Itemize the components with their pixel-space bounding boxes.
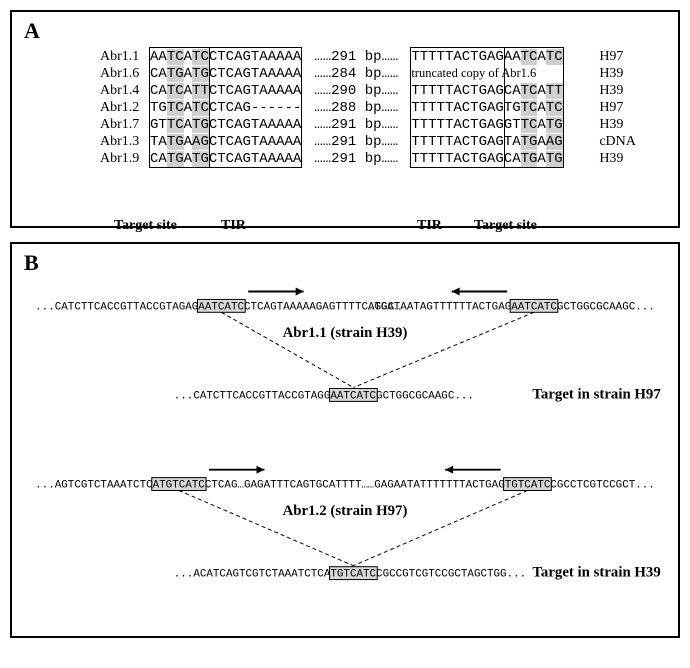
right-sequence: TTTTTACTGAGGTTCATG bbox=[411, 117, 581, 133]
row-strain: H39 bbox=[599, 66, 623, 82]
left-sequence: GTTCATGCTCAGTAAAAA bbox=[150, 117, 301, 133]
right-sequence: TTTTTACTGAGAATCATC bbox=[411, 49, 581, 65]
label-left-tir: TIR bbox=[221, 218, 246, 234]
left-sequence: AATCATCCTCAGTAAAAA bbox=[150, 49, 301, 65]
panel-a: A Abr1.1AATCATCCTCAGTAAAAA……291 bp……TTTT… bbox=[10, 10, 680, 228]
sequence-text: …TGATAATAGTTTTTTACTGAGAATCATCGCTGGCGCAAG… bbox=[368, 301, 655, 313]
row-strain: cDNA bbox=[599, 134, 636, 150]
insertion-link-line bbox=[179, 490, 354, 565]
row-strain: H97 bbox=[599, 100, 623, 116]
row-name: Abr1.9 bbox=[100, 151, 150, 167]
alignment-row: Abr1.2TGTCATCCTCAG------……288 bp……TTTTTA… bbox=[100, 99, 650, 116]
right-sequence: TTTTTACTGAGTGTCATC bbox=[411, 100, 581, 116]
left-sequence: CATCATTCTCAGTAAAAA bbox=[150, 83, 301, 99]
sequence-text: …GAGAATATTTTTTTACTGAGTGTCATCCGCCTCGTCCGC… bbox=[368, 480, 655, 492]
alignment-row: Abr1.9CATGATGCTCAGTAAAAA……291 bp……TTTTTA… bbox=[100, 150, 650, 167]
row-strain: H39 bbox=[599, 151, 623, 167]
label-left-target: Target site bbox=[114, 218, 177, 234]
alignment-row: Abr1.4CATCATTCTCAGTAAAAA……290 bp……TTTTTA… bbox=[100, 82, 650, 99]
sequence-text: ...AGTCGTCTAAATCTCATGTCATCCTCAG…GAGATTTC… bbox=[35, 480, 368, 492]
insertion-group: ...CATCTTCACCGTTACCGTAGAGAATCATCCTCAGTAA… bbox=[35, 288, 661, 403]
insertion-link-line bbox=[353, 490, 527, 565]
target-label: Target in strain H97 bbox=[532, 386, 661, 402]
sequence-text: ...CATCTTCACCGTTACCGTAGGAATCATCGCTGGCGCA… bbox=[174, 390, 474, 402]
gap-length: ……291 bp…… bbox=[301, 134, 411, 150]
row-name: Abr1.3 bbox=[100, 134, 150, 150]
insertion-group: ...AGTCGTCTAAATCTCATGTCATCCTCAG…GAGATTTC… bbox=[35, 466, 661, 581]
panel-b-svg-wrap: ...CATCTTCACCGTTACCGTAGAGAATCATCCTCAGTAA… bbox=[12, 244, 678, 636]
tir-arrow bbox=[248, 288, 303, 296]
gap-length: ……290 bp…… bbox=[301, 83, 411, 99]
sequence-text: ...CATCTTCACCGTTACCGTAGAGAATCATCCTCAGTAA… bbox=[35, 301, 400, 313]
tir-arrow bbox=[452, 288, 507, 296]
insertion-link-line bbox=[221, 312, 353, 387]
gap-length: ……291 bp…… bbox=[301, 117, 411, 133]
panel-a-label: A bbox=[24, 18, 40, 44]
element-label: Abr1.1 (strain H39) bbox=[283, 325, 408, 341]
row-name: Abr1.6 bbox=[100, 66, 150, 82]
right-sequence: TTTTTACTGAGTATGAAG bbox=[411, 134, 581, 150]
alignment-row: Abr1.1AATCATCCTCAGTAAAAA……291 bp……TTTTTA… bbox=[100, 48, 650, 65]
panel-b-diagram: ...CATCTTCACCGTTACCGTAGAGAATCATCCTCAGTAA… bbox=[12, 244, 678, 636]
panel-b: B ...CATCTTCACCGTTACCGTAGAGAATCATCCTCAGT… bbox=[10, 242, 680, 638]
truncated-note: truncated copy of Abr1.6 bbox=[411, 66, 536, 80]
tir-arrow bbox=[209, 466, 264, 474]
alignment-row: Abr1.7GTTCATGCTCAGTAAAAA……291 bp……TTTTTA… bbox=[100, 116, 650, 133]
sequence-text: ...ACATCAGTCGTCTAAATCTCATGTCATCCGCCGTCGT… bbox=[174, 569, 526, 581]
row-name: Abr1.2 bbox=[100, 100, 150, 116]
insertion-link-line bbox=[353, 312, 534, 387]
row-strain: H39 bbox=[599, 117, 623, 133]
row-strain: H97 bbox=[599, 49, 623, 65]
left-sequence: TATGAAGCTCAGTAAAAA bbox=[150, 134, 301, 150]
right-sequence: TTTTTACTGAGCATCATT bbox=[411, 83, 581, 99]
row-strain: H39 bbox=[599, 83, 623, 99]
left-sequence: TGTCATCCTCAG------ bbox=[150, 100, 301, 116]
row-name: Abr1.1 bbox=[100, 49, 150, 65]
left-sequence: CATGATGCTCAGTAAAAA bbox=[150, 66, 301, 82]
alignment-row: Abr1.6CATGATGCTCAGTAAAAA……284 bp……trunca… bbox=[100, 65, 650, 82]
gap-length: ……284 bp…… bbox=[301, 66, 411, 82]
left-sequence: CATGATGCTCAGTAAAAA bbox=[150, 151, 301, 167]
gap-length: ……291 bp…… bbox=[301, 49, 411, 65]
alignment-row: Abr1.3TATGAAGCTCAGTAAAAA……291 bp……TTTTTA… bbox=[100, 133, 650, 150]
tir-arrow bbox=[445, 466, 500, 474]
label-right-target: Target site bbox=[474, 218, 537, 234]
gap-length: ……288 bp…… bbox=[301, 100, 411, 116]
label-right-tir: TIR bbox=[417, 218, 442, 234]
right-sequence: truncated copy of Abr1.6 bbox=[411, 66, 581, 82]
target-label: Target in strain H39 bbox=[532, 565, 660, 581]
right-sequence: TTTTTACTGAGCATGATG bbox=[411, 151, 581, 167]
row-name: Abr1.4 bbox=[100, 83, 150, 99]
row-name: Abr1.7 bbox=[100, 117, 150, 133]
element-label: Abr1.2 (strain H97) bbox=[283, 503, 408, 519]
gap-length: ……291 bp…… bbox=[301, 151, 411, 167]
alignment-grid: Abr1.1AATCATCCTCAGTAAAAA……291 bp……TTTTTA… bbox=[100, 48, 650, 167]
